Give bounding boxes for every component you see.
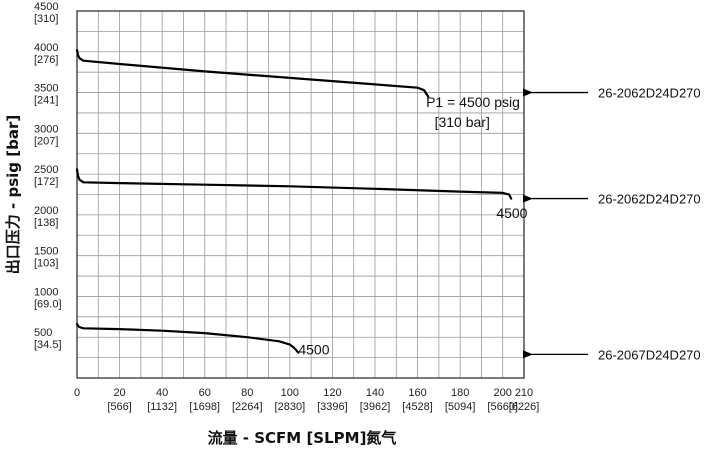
y-tick-label-bar: [34.5] — [34, 339, 62, 351]
x-tick-label-slpm: [3962] — [360, 401, 391, 413]
x-tick-label-slpm: [2830] — [275, 401, 306, 413]
x-tick-label-slpm: [1698] — [189, 401, 220, 413]
flow-curve-1 — [75, 49, 430, 98]
y-tick-label-bar: [310] — [34, 13, 58, 25]
y-axis-ticks: 4500[310] 4000[276] 3500[241] 3000[207] 2500… — [34, 1, 62, 351]
y-tick-label: 2500 — [34, 164, 58, 176]
y-axis-title: 出口压力 - psig [bar] — [4, 115, 22, 274]
y-tick-label: 4500 — [34, 1, 58, 13]
y-tick-label: 500 — [34, 327, 52, 339]
y-tick-label: 4000 — [34, 42, 58, 54]
part-number-callouts: 26-2062D24D270 26-2062D24D270 26-2067D24D2… — [523, 86, 701, 362]
x-tick-label: 120 — [323, 387, 341, 399]
plot-frame — [76, 10, 525, 379]
x-tick-label-slpm: [566] — [107, 401, 131, 413]
y-tick-label: 1000 — [34, 286, 58, 298]
y-tick-label: 2000 — [34, 205, 58, 217]
y-tick-label-bar: [69.0] — [34, 298, 62, 310]
y-tick-label-bar: [138] — [34, 217, 58, 229]
y-tick-label: 1500 — [34, 246, 58, 258]
x-tick-label-slpm: [4528] — [402, 401, 433, 413]
x-tick-label: 200 — [494, 387, 512, 399]
curve-annotation-3: 4500 — [496, 205, 527, 221]
curve-annotation-2: [310 bar] — [435, 114, 490, 130]
x-tick-label: 80 — [241, 387, 253, 399]
x-axis-title: 流量 - SCFM [SLPM]氮气 — [208, 429, 397, 447]
curve-annotation-4: 4500 — [298, 341, 329, 357]
y-tick-label-bar: [103] — [34, 258, 58, 270]
x-tick-label-slpm: [2264] — [232, 401, 263, 413]
x-tick-label-slpm: [3396] — [317, 401, 348, 413]
x-tick-label-slpm: [5094] — [445, 401, 476, 413]
y-tick-label: 3000 — [34, 123, 58, 135]
part-number-3: 26-2067D24D270 — [598, 347, 701, 362]
y-tick-label-bar: [207] — [34, 135, 58, 147]
x-tick-label: 140 — [366, 387, 384, 399]
flow-curves — [75, 49, 513, 354]
x-tick-label-slpm: [1132] — [147, 401, 177, 413]
x-axis-ticks: 0 20 [566] 40 [1132] 60 [1698] 80 [2264] 100 [2830… — [74, 387, 539, 413]
y-tick-label-bar: [241] — [34, 95, 58, 107]
x-tick-label: 20 — [113, 387, 125, 399]
x-tick-label-slpm: [5660] — [487, 401, 518, 413]
x-tick-label: 0 — [74, 387, 80, 399]
x-tick-label: 100 — [281, 387, 299, 399]
x-tick-label-slpm: [6226] — [509, 401, 540, 413]
x-tick-label: 40 — [156, 387, 168, 399]
y-tick-label: 3500 — [34, 83, 58, 95]
y-tick-label-bar: [276] — [34, 54, 58, 66]
x-tick-label: 180 — [451, 387, 469, 399]
x-tick-label: 160 — [408, 387, 426, 399]
y-tick-label-bar: [172] — [34, 176, 58, 188]
curve-annotation-1: P1 = 4500 psig — [426, 94, 520, 110]
curve-annotations: P1 = 4500 psig [310 bar] 4500 4500 — [298, 94, 527, 357]
part-number-2: 26-2062D24D270 — [598, 192, 701, 207]
x-tick-label: 60 — [199, 387, 211, 399]
x-tick-label: 210 — [515, 387, 533, 399]
flow-curve-3 — [75, 323, 300, 354]
part-number-1: 26-2062D24D270 — [598, 86, 701, 101]
flow-curve-2 — [75, 168, 513, 200]
